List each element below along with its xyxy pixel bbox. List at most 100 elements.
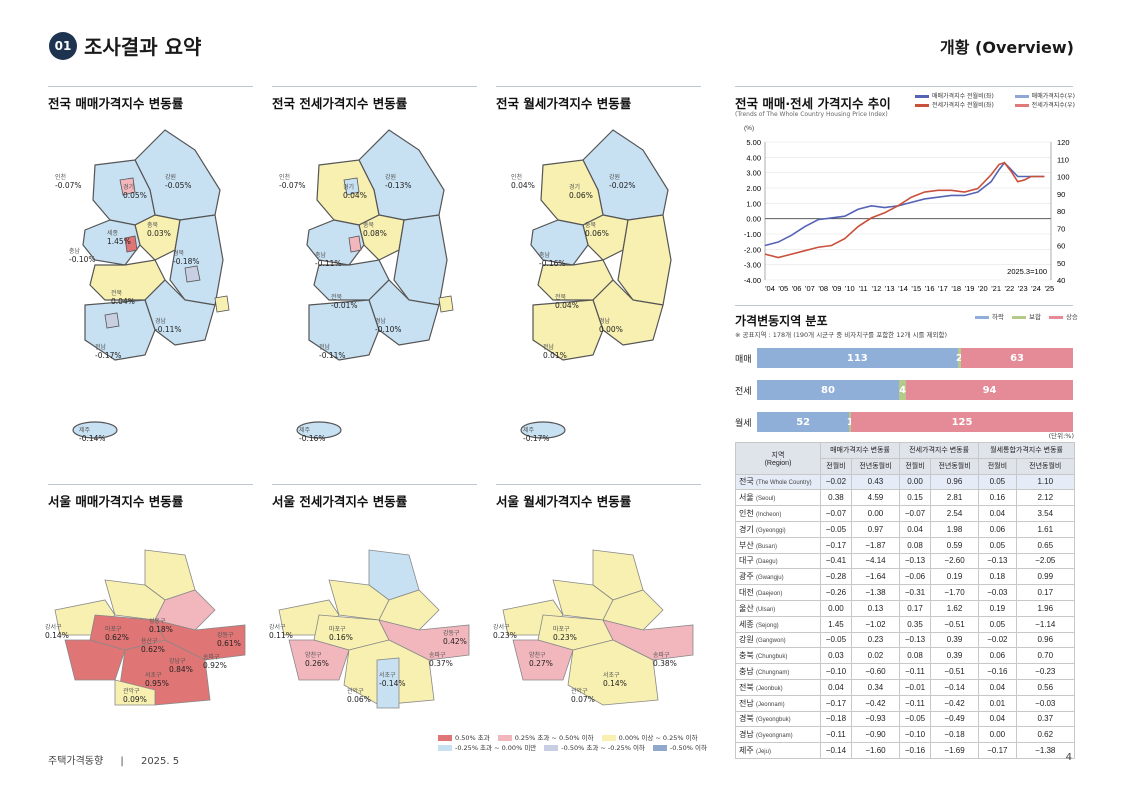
map-label: 전남 -0.17% [95, 344, 122, 360]
region-cell: 강원 (Gangwon) [735, 631, 821, 649]
value-cell: −0.11 [899, 694, 931, 712]
left-tick-label: -3.00 [744, 261, 761, 270]
map-label: 제주 -0.16% [299, 427, 326, 443]
region-cell: 전국 (The Whole Country) [735, 473, 821, 491]
region-cell: 경남 (Gyeongnam) [735, 726, 821, 744]
value-cell: 0.08 [899, 536, 931, 554]
value-cell: 0.13 [850, 599, 901, 617]
map-label: 충북 0.03% [147, 222, 171, 238]
value-cell: 0.04 [978, 505, 1017, 522]
value-cell: 0.05 [978, 615, 1017, 633]
right-tick-label: 90 [1057, 190, 1065, 199]
x-tick-label: '08 [818, 284, 828, 293]
region-cell: 전남 (Jeonnam) [735, 694, 821, 712]
map-label: 서초구 0.14% [603, 672, 627, 688]
value-cell: −2.05 [1015, 552, 1076, 570]
region-cell: 대전 (Daejeon) [735, 584, 821, 601]
seoul-monthly-title: 서울 월세가격지수 변동률 [496, 484, 701, 510]
table-subheader: 전년동월비 [1015, 457, 1076, 475]
value-cell: 0.16 [978, 489, 1017, 507]
right-tick-label: 80 [1057, 207, 1065, 216]
left-tick-label: 3.00 [746, 169, 761, 178]
dist-row-label: 전세 [735, 386, 752, 397]
x-tick-label: '24 [1031, 284, 1041, 293]
value-cell: 0.08 [899, 647, 931, 665]
map-label: 제주 -0.14% [79, 427, 106, 443]
value-cell: −0.42 [850, 694, 901, 712]
left-tick-label: 2.00 [746, 184, 761, 193]
series-line [764, 161, 1045, 259]
table-row: 제주 (Jeju) −0.14 −1.60 −0.16 −1.69 −0.17 −1.38 [735, 742, 1076, 759]
map-label: 송파구 0.37% [429, 652, 453, 668]
value-cell: −0.11 [899, 663, 931, 680]
map-label: 전남 -0.11% [319, 344, 346, 360]
national-monthly-title: 전국 월세가격지수 변동률 [496, 86, 701, 112]
chart-subtitle: (Trends of The Whole Country Housing Pri… [735, 111, 888, 118]
value-cell: −0.16 [899, 742, 931, 759]
x-tick-label: '21 [991, 284, 1001, 293]
region-cell: 광주 (Gwangju) [735, 568, 821, 586]
table-subheader: 전년동월비 [929, 457, 980, 475]
value-cell: −0.26 [820, 584, 852, 601]
map-label: 서초구 -0.14% [379, 672, 406, 688]
value-cell: 0.35 [899, 615, 931, 633]
section-number-badge: 01 [49, 32, 77, 60]
value-cell: 0.96 [929, 473, 980, 491]
left-tick-label: 5.00 [746, 138, 761, 147]
right-tick-label: 110 [1057, 155, 1069, 164]
map-label: 강원 -0.13% [385, 174, 412, 190]
dist-bar-up: 63 [961, 348, 1073, 368]
legend-item: -0.25% 초과 ~ 0.00% 미만 [438, 743, 536, 753]
value-cell: −0.03 [1015, 694, 1076, 712]
value-cell: −1.38 [850, 584, 901, 601]
left-tick-label: -1.00 [744, 230, 761, 239]
map-label: 마포구 0.62% [105, 626, 129, 642]
map-label: 충남 -0.10% [69, 248, 96, 264]
value-cell: 3.54 [1015, 505, 1076, 522]
value-cell: −0.02 [820, 473, 852, 491]
seoul-map-svg [54, 549, 246, 706]
value-cell: 0.38 [820, 489, 852, 507]
footer-separator: | [120, 756, 124, 767]
table-header-group: 전세가격지수 변동률 [899, 442, 980, 459]
map-label: 경남 -0.10% [375, 318, 402, 334]
korea-map-svg [72, 129, 230, 439]
table-row: 부산 (Busan) −0.17 −1.87 0.08 0.59 0.05 0.65 [735, 536, 1076, 554]
value-cell: −0.51 [929, 663, 980, 680]
value-cell: −0.17 [820, 536, 852, 554]
value-cell: −0.13 [978, 552, 1017, 570]
map-label: 강남구 0.84% [169, 658, 193, 674]
dist-legend: 하락 보합 상승 [975, 311, 1078, 321]
map-label: 충남 -0.16% [539, 252, 566, 268]
national-monthly-map: 인천 0.04% 경기 0.06% 강원 -0.02% 충북 0.06% 충남 -0.16… [503, 120, 693, 450]
map-label: 충남 -0.11% [315, 252, 342, 268]
map-label: 관악구 0.07% [571, 688, 595, 704]
dist-bar-flat: 2 [956, 348, 963, 368]
table-row: 광주 (Gwangju) −0.28 −1.64 −0.06 0.19 0.18 0.99 [735, 568, 1076, 586]
map-label: 송파구 0.92% [203, 654, 227, 670]
map-label: 전북 0.04% [555, 294, 579, 310]
left-tick-label: 0.00 [746, 215, 761, 224]
map-label: 용산구 0.62% [141, 638, 165, 654]
seoul-monthly-map: 강서구 0.23% 마포구 0.23% 송파구 0.38% 서초구 0.14% 양천구 0… [493, 540, 703, 710]
value-cell: −0.05 [820, 520, 852, 538]
x-tick-label: '12 [872, 284, 882, 293]
dist-row: 매매 113 2 63 [735, 347, 1075, 369]
region-table: 지역 (Region) 매매가격지수 변동률 전세가격지수 변동률 월세통합가격지… [735, 442, 1076, 759]
table-row: 서울 (Seoul) 0.38 4.59 0.15 2.81 0.16 2.12 [735, 489, 1076, 507]
value-cell: 0.97 [850, 520, 901, 538]
right-tick-label: 70 [1057, 224, 1065, 233]
value-cell: 1.45 [820, 615, 852, 633]
dist-bar-up: 125 [851, 412, 1073, 432]
national-sale-map: 인천 -0.07% 경기 0.05% 강원 -0.05% 충북 0.03% 세종 1.45… [55, 120, 245, 450]
value-cell: 0.65 [1015, 536, 1076, 554]
map-label: 제주 -0.17% [523, 427, 550, 443]
table-subheader: 전월비 [978, 457, 1017, 475]
map-label: 서초구 0.95% [145, 672, 169, 688]
section-label: 개황 (Overview) [940, 38, 1074, 57]
map-label: 양천구 0.26% [305, 652, 329, 668]
dist-note: ※ 공표지역 : 178개 (190개 시군구 중 비자치구를 포함한 12개 … [735, 331, 948, 339]
value-cell: 0.99 [1015, 568, 1076, 586]
value-cell: −0.28 [820, 568, 852, 586]
dist-bar-down: 113 [757, 348, 958, 368]
